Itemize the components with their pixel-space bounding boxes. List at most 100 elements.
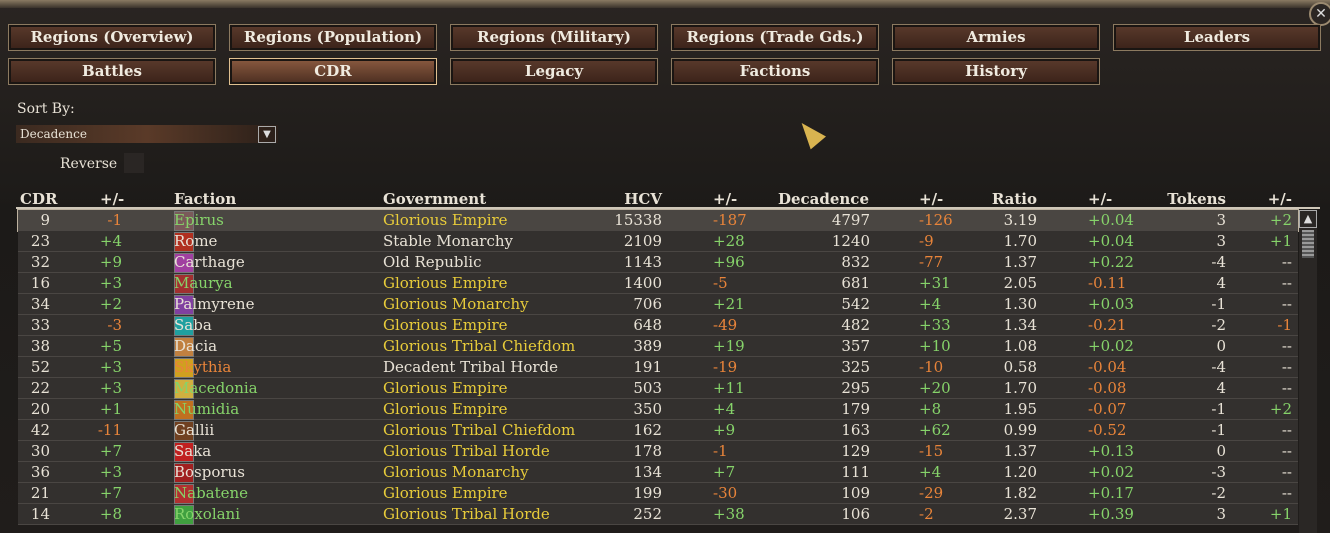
- cell: 134: [633, 463, 662, 481]
- cell: 295: [841, 379, 870, 397]
- scrollbar[interactable]: ▲: [1299, 210, 1317, 533]
- table-row[interactable]: 32 +9 Carthage Old Republic 1143 +96 832 -77 1.3…: [18, 252, 1298, 273]
- cell: Glorious Empire: [383, 274, 508, 292]
- cell: 0.58: [1003, 358, 1037, 376]
- table-row[interactable]: 23 +4 Rome Stable Monarchy 2109 +28 1240 -9 1.70…: [18, 231, 1298, 252]
- cell: +62: [919, 421, 951, 439]
- faction-icon: [174, 358, 194, 378]
- cell: 252: [633, 505, 662, 523]
- sort-dropdown[interactable]: Decadence ▼: [16, 125, 278, 143]
- faction-icon: [174, 295, 194, 315]
- close-button[interactable]: ✕: [1309, 2, 1330, 26]
- cell: Nabatene: [174, 484, 249, 502]
- column-header: Ratio: [991, 190, 1037, 208]
- cell: Numidia: [174, 400, 240, 418]
- reverse-checkbox[interactable]: [124, 153, 144, 173]
- cell: +4: [713, 400, 736, 418]
- cell: 1.08: [1003, 337, 1037, 355]
- tab-button[interactable]: History: [892, 58, 1100, 85]
- tab-button[interactable]: Legacy: [450, 58, 658, 85]
- table-row[interactable]: 52 +3 Skythia Decadent Tribal Horde 191 -19 32…: [18, 357, 1298, 378]
- tab-button[interactable]: Regions (Population): [229, 24, 437, 51]
- table-row[interactable]: 16 +3 Maurya Glorious Empire 1400 -5 681 +31 2.0…: [18, 273, 1298, 294]
- cell: 357: [841, 337, 870, 355]
- cell: -4: [1211, 253, 1226, 271]
- cell: 163: [841, 421, 870, 439]
- cell: +0.04: [1088, 232, 1134, 250]
- scroll-thumb[interactable]: [1302, 230, 1314, 258]
- cell: +1: [1269, 232, 1292, 250]
- cell: --: [1281, 358, 1292, 376]
- cell: -15: [919, 442, 944, 460]
- dropdown-arrow[interactable]: ▼: [258, 126, 276, 143]
- tab-button[interactable]: Regions (Trade Gds.): [671, 24, 879, 51]
- cell: +28: [713, 232, 745, 250]
- cell: 111: [841, 463, 870, 481]
- cell: 109: [841, 484, 870, 502]
- cell: Gallii: [174, 421, 215, 439]
- cell: -2: [919, 505, 934, 523]
- scroll-up[interactable]: ▲: [1299, 210, 1317, 228]
- cell: 3: [1216, 211, 1226, 229]
- cell: 4: [1216, 274, 1226, 292]
- cursor: [793, 116, 827, 150]
- tab-button[interactable]: Factions: [671, 58, 879, 85]
- cell: 542: [841, 295, 870, 313]
- table-row[interactable]: 9 -1 Epirus Glorious Empire 15338 -187 4797 -12…: [17, 209, 1299, 232]
- cell: +3: [99, 274, 122, 292]
- column-header: +/-: [1267, 190, 1292, 208]
- tab-button[interactable]: Regions (Overview): [8, 24, 216, 51]
- tab-button[interactable]: Regions (Military): [450, 24, 658, 51]
- cell: 106: [841, 505, 870, 523]
- table-row[interactable]: 30 +7 Saka Glorious Tribal Horde 178 -1 129 -15…: [18, 441, 1298, 462]
- column-header: +/-: [713, 190, 738, 208]
- table-row[interactable]: 22 +3 Macedonia Glorious Empire 503 +11 295 +20…: [18, 378, 1298, 399]
- cell: Glorious Empire: [383, 484, 508, 502]
- cell: -1: [1211, 421, 1226, 439]
- tab-button[interactable]: Leaders: [1113, 24, 1321, 51]
- table-row[interactable]: 14 +8 Roxolani Glorious Tribal Horde 252 +38 1…: [18, 504, 1298, 525]
- cell: +0.13: [1088, 442, 1134, 460]
- cell: Bosporus: [174, 463, 245, 481]
- cell: Carthage: [174, 253, 245, 271]
- table-row[interactable]: 36 +3 Bosporus Glorious Monarchy 134 +7 111 +4 1…: [18, 462, 1298, 483]
- cell: --: [1281, 484, 1292, 502]
- tab-button[interactable]: Armies: [892, 24, 1100, 51]
- cell: Glorious Monarchy: [383, 463, 529, 481]
- cell: Maurya: [174, 274, 233, 292]
- table-row[interactable]: 20 +1 Numidia Glorious Empire 350 +4 179 +8 1.95…: [18, 399, 1298, 420]
- table-row[interactable]: 33 -3 Saba Glorious Empire 648 -49 482 +33 1.34 -…: [18, 315, 1298, 336]
- cell: -5: [713, 274, 728, 292]
- column-header: CDR: [20, 190, 58, 208]
- column-header: +/-: [100, 190, 125, 208]
- faction-icon: [174, 316, 194, 336]
- cell: +10: [919, 337, 951, 355]
- table-row[interactable]: 21 +7 Nabatene Glorious Empire 199 -30 109 -29 1…: [18, 483, 1298, 504]
- cell: +5: [99, 337, 122, 355]
- cell: +4: [919, 463, 942, 481]
- tab-button[interactable]: CDR: [229, 58, 437, 85]
- cell: --: [1281, 274, 1292, 292]
- cell: +7: [713, 463, 736, 481]
- cell: Dacia: [174, 337, 218, 355]
- cell: -9: [919, 232, 934, 250]
- table-row[interactable]: 34 +2 Palmyrene Glorious Monarchy 706 +21 542 +…: [18, 294, 1298, 315]
- cell: +31: [919, 274, 951, 292]
- table-row[interactable]: 38 +5 Dacia Glorious Tribal Chiefdom 389 +19 3…: [18, 336, 1298, 357]
- table-row[interactable]: 42 -11 Gallii Glorious Tribal Chiefdom 162 +9…: [18, 420, 1298, 441]
- tab-button[interactable]: Battles: [8, 58, 216, 85]
- cell: -2: [1211, 484, 1226, 502]
- cell: +9: [713, 421, 736, 439]
- cell: Glorious Empire: [383, 379, 508, 397]
- cell: -0.52: [1088, 421, 1127, 439]
- cell: 1400: [623, 274, 662, 292]
- cell: +0.03: [1088, 295, 1134, 313]
- cell: Glorious Empire: [383, 316, 508, 334]
- sort-label: Sort By:: [17, 101, 75, 117]
- cell: 23: [30, 232, 50, 250]
- column-header: +/-: [919, 190, 944, 208]
- cell: 33: [30, 316, 50, 334]
- cell: --: [1281, 379, 1292, 397]
- cell: --: [1281, 253, 1292, 271]
- cell: 22: [30, 379, 50, 397]
